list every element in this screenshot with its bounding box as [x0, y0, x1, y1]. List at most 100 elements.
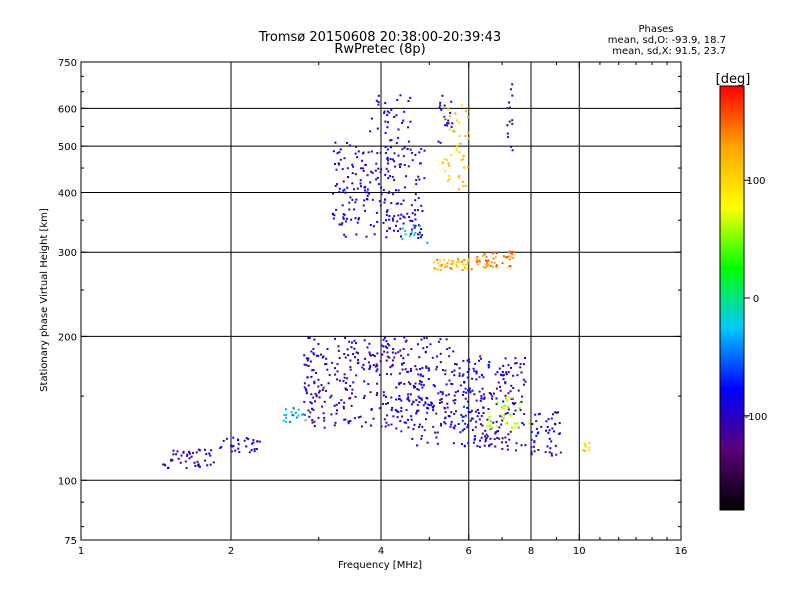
- data-point: [417, 237, 420, 239]
- data-point: [378, 200, 381, 203]
- data-point: [447, 415, 450, 417]
- grid-layer: [81, 62, 681, 540]
- data-point: [368, 192, 371, 195]
- data-point: [477, 263, 480, 266]
- data-point: [437, 140, 440, 143]
- data-point: [488, 444, 491, 447]
- data-point: [397, 410, 400, 413]
- data-point: [475, 372, 478, 375]
- data-point: [419, 373, 422, 376]
- data-point: [339, 148, 342, 151]
- data-point: [377, 183, 380, 186]
- data-point: [466, 376, 469, 379]
- data-point: [530, 446, 533, 449]
- data-point: [419, 225, 421, 228]
- data-point: [361, 366, 364, 369]
- data-point: [346, 388, 349, 391]
- data-point: [303, 386, 306, 389]
- data-point: [188, 450, 190, 453]
- data-point: [504, 436, 507, 439]
- data-point: [379, 151, 382, 154]
- data-point: [451, 122, 454, 125]
- data-point: [472, 441, 475, 444]
- data-point: [393, 160, 396, 163]
- data-point: [334, 141, 337, 144]
- data-point: [466, 267, 469, 270]
- data-point: [533, 441, 536, 444]
- data-point: [504, 412, 507, 415]
- data-point: [438, 106, 441, 109]
- data-point: [303, 354, 306, 357]
- data-point: [432, 409, 435, 412]
- data-point: [443, 406, 446, 409]
- data-point: [379, 171, 382, 174]
- data-point: [188, 457, 191, 460]
- data-point: [385, 214, 388, 217]
- data-point: [408, 216, 411, 218]
- data-point: [555, 411, 558, 414]
- data-point: [380, 344, 383, 347]
- data-point: [464, 184, 467, 187]
- data-point: [450, 420, 453, 423]
- data-point: [313, 338, 316, 341]
- data-point: [470, 417, 473, 420]
- data-point: [416, 388, 419, 390]
- data-point: [462, 415, 465, 418]
- data-point: [522, 423, 525, 426]
- data-point: [429, 343, 432, 346]
- data-point: [357, 218, 360, 221]
- data-point: [554, 423, 557, 426]
- data-point: [312, 408, 315, 411]
- data-point: [356, 156, 359, 159]
- data-point: [521, 422, 524, 424]
- data-point: [403, 336, 406, 339]
- data-point: [194, 464, 197, 467]
- data-point: [475, 258, 478, 260]
- data-point: [182, 450, 185, 453]
- data-point: [383, 112, 386, 115]
- data-point: [480, 397, 483, 400]
- data-point: [343, 233, 346, 236]
- data-point: [470, 268, 473, 271]
- data-point: [375, 99, 378, 102]
- data-point: [407, 140, 410, 143]
- data-point: [483, 396, 486, 399]
- data-point: [285, 414, 288, 416]
- data-point: [496, 264, 498, 266]
- data-point: [522, 383, 525, 386]
- data-point: [307, 409, 310, 412]
- data-point: [512, 374, 515, 377]
- data-point: [491, 397, 494, 400]
- data-point: [225, 437, 228, 440]
- data-point: [495, 420, 498, 423]
- data-point: [537, 449, 540, 451]
- data-point: [454, 112, 457, 115]
- data-point: [292, 414, 295, 417]
- x-tick-label: 2: [228, 546, 234, 557]
- data-point: [440, 422, 442, 425]
- data-point: [507, 364, 510, 367]
- data-point: [506, 124, 509, 127]
- data-point: [363, 339, 366, 342]
- data-point: [396, 410, 398, 413]
- data-point: [457, 258, 460, 261]
- data-point: [390, 396, 393, 399]
- data-point: [402, 119, 405, 122]
- data-point: [417, 197, 420, 200]
- data-point: [360, 185, 362, 188]
- data-point: [372, 354, 375, 356]
- data-point: [493, 261, 496, 264]
- data-point: [305, 392, 308, 395]
- data-point: [440, 401, 443, 404]
- data-point: [460, 384, 463, 387]
- data-point: [363, 186, 366, 189]
- data-point: [507, 392, 510, 395]
- data-point: [527, 422, 530, 425]
- data-point: [457, 423, 460, 425]
- data-point: [422, 384, 425, 387]
- data-point: [554, 411, 557, 414]
- data-point: [448, 178, 451, 181]
- data-point: [482, 376, 485, 379]
- data-point: [341, 222, 344, 225]
- data-point: [455, 263, 458, 266]
